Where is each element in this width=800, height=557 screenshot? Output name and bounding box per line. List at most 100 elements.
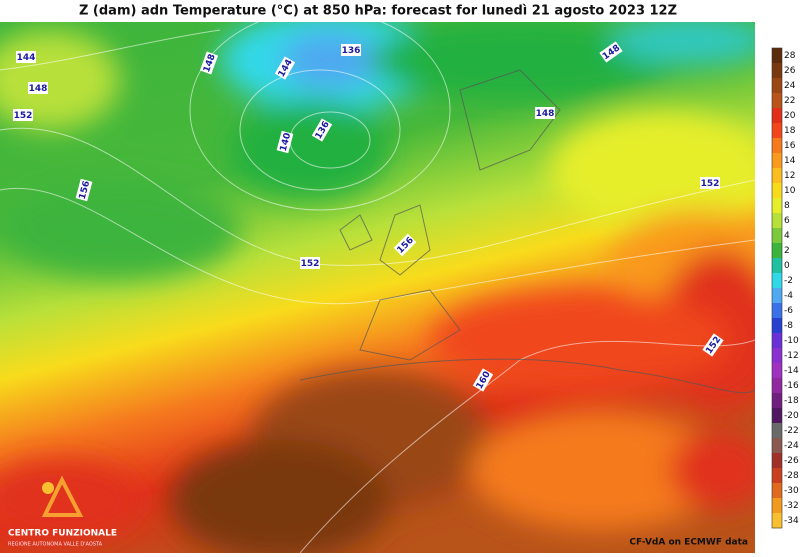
- contour-label: 152: [300, 257, 320, 269]
- colorbar-swatch: [772, 213, 782, 229]
- colorbar-swatch: [772, 333, 782, 349]
- contour-label-text: 156: [78, 180, 93, 201]
- logo-subtitle: REGIONE AUTONOMA VALLE D'AOSTA: [8, 542, 103, 548]
- colorbar-swatch: [772, 513, 782, 529]
- contour-label-box: [535, 107, 555, 119]
- colorbar-swatch: [772, 363, 782, 379]
- colorbar-swatch: [772, 393, 782, 409]
- contour-label-text: 152: [14, 111, 33, 121]
- colorbar-label: -28: [784, 471, 799, 481]
- contour-label-box: [300, 257, 320, 269]
- colorbar-label: -8: [784, 321, 793, 331]
- contour-label: 140: [276, 130, 294, 154]
- colorbar-swatch: [772, 288, 782, 304]
- colorbar-label: 8: [784, 201, 790, 211]
- colorbar-label: -30: [784, 486, 799, 496]
- contour-label: 152: [13, 109, 33, 121]
- colorbar-swatch: [772, 48, 782, 64]
- colorbar-label: 20: [784, 111, 796, 121]
- colorbar-swatch: [772, 273, 782, 289]
- contour-label-box: [700, 177, 720, 189]
- colorbar-swatch: [772, 453, 782, 469]
- contour-label-text: 152: [301, 259, 320, 269]
- contour-label-box: [599, 41, 623, 63]
- contour-label-box: [16, 51, 36, 63]
- colorbar-swatch: [772, 318, 782, 334]
- colorbar-swatch: [772, 138, 782, 154]
- contour-label: 156: [75, 178, 93, 202]
- colorbar-label: 0: [784, 261, 790, 271]
- colorbar-swatch: [772, 438, 782, 454]
- colorbar-label: 18: [784, 126, 796, 136]
- colorbar-label: -2: [784, 276, 793, 286]
- colorbar-swatch: [772, 468, 782, 484]
- contour-label: 136: [341, 44, 361, 56]
- colorbar-swatch: [772, 63, 782, 79]
- colorbar-label: -18: [784, 396, 799, 406]
- colorbar-label: 26: [784, 66, 796, 76]
- colorbar-label: -34: [784, 516, 799, 526]
- contour-label: 152: [700, 177, 720, 189]
- colorbar-swatch: [772, 78, 782, 94]
- colorbar-label: 28: [784, 51, 796, 61]
- contour-label: 148: [535, 107, 555, 119]
- colorbar-swatch: [772, 198, 782, 214]
- contour-label-box: [341, 44, 361, 56]
- colorbar-label: 12: [784, 171, 795, 181]
- contour-label-box: [28, 82, 48, 94]
- contour-label-text: 152: [701, 179, 720, 189]
- colorbar-swatch: [772, 108, 782, 124]
- colorbar-swatch: [772, 303, 782, 319]
- contour-label-box: [311, 118, 333, 142]
- colorbar-swatch: [772, 243, 782, 259]
- colorbar-label: -14: [784, 366, 799, 376]
- contour-label-box: [276, 130, 294, 154]
- contour-label-box: [13, 109, 33, 121]
- colorbar-swatch: [772, 153, 782, 169]
- contour-label-box: [274, 56, 296, 80]
- colorbar-swatch: [772, 258, 782, 274]
- colorbar-label: 14: [784, 156, 796, 166]
- colorbar-label: -20: [784, 411, 799, 421]
- colorbar-label: 2: [784, 246, 790, 256]
- contour-label-box: [702, 333, 724, 357]
- contour-label-text: 144: [17, 53, 36, 63]
- colorbar-label: -22: [784, 426, 799, 436]
- colorbar-swatch: [772, 93, 782, 109]
- logo-name: CENTRO FUNZIONALE: [8, 529, 117, 539]
- colorbar-label: -12: [784, 351, 799, 361]
- map: [0, 22, 755, 553]
- colorbar-swatch: [772, 228, 782, 244]
- colorbar-swatch: [772, 348, 782, 364]
- contour-label-box: [393, 233, 417, 257]
- contour-label-box: [472, 368, 494, 392]
- colorbar-label: 4: [784, 231, 790, 241]
- colorbar-frame: [771, 47, 783, 529]
- contour-label-text: 148: [29, 84, 48, 94]
- credit: CF-VdA on ECMWF data: [629, 538, 748, 548]
- contour-label-text: 136: [342, 46, 361, 56]
- contour-label-text: 148: [536, 109, 555, 119]
- title: Z (dam) adn Temperature (°C) at 850 hPa:…: [79, 4, 677, 19]
- colorbar-swatch: [772, 408, 782, 424]
- colorbar-label: -6: [784, 306, 793, 316]
- colorbar-label: 22: [784, 96, 795, 106]
- colorbar-label: 24: [784, 81, 796, 91]
- contour-label: 144: [16, 51, 36, 63]
- colorbar-swatch: [772, 483, 782, 499]
- colorbar-swatch: [772, 423, 782, 439]
- colorbar-label: -26: [784, 456, 799, 466]
- colorbar-swatch: [772, 498, 782, 514]
- colorbar-label: 6: [784, 216, 790, 226]
- colorbar-swatch: [772, 168, 782, 184]
- colorbar-label: 10: [784, 186, 796, 196]
- colorbar-label: 16: [784, 141, 796, 151]
- colorbar: 2826242220181614121086420-2-4-6-8-10-12-…: [771, 47, 799, 529]
- colorbar-swatch: [772, 183, 782, 199]
- colorbar-label: -32: [784, 501, 799, 511]
- colorbar-label: -16: [784, 381, 799, 391]
- logo: CENTRO FUNZIONALE REGIONE AUTONOMA VALLE…: [8, 475, 117, 548]
- colorbar-label: -10: [784, 336, 799, 346]
